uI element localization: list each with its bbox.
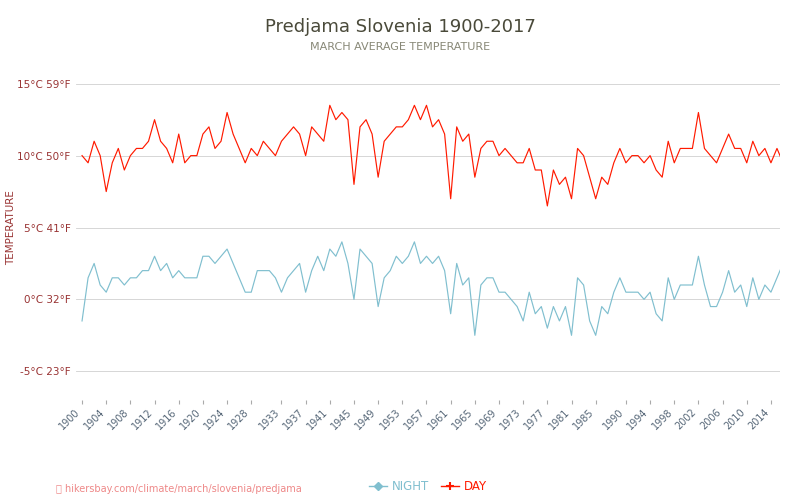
Y-axis label: TEMPERATURE: TEMPERATURE — [6, 190, 16, 265]
Text: MARCH AVERAGE TEMPERATURE: MARCH AVERAGE TEMPERATURE — [310, 42, 490, 52]
Text: Predjama Slovenia 1900-2017: Predjama Slovenia 1900-2017 — [265, 18, 535, 36]
Legend: NIGHT, DAY: NIGHT, DAY — [365, 475, 491, 498]
Text: 📍 hikersbay.com/climate/march/slovenia/predjama: 📍 hikersbay.com/climate/march/slovenia/p… — [56, 484, 302, 494]
